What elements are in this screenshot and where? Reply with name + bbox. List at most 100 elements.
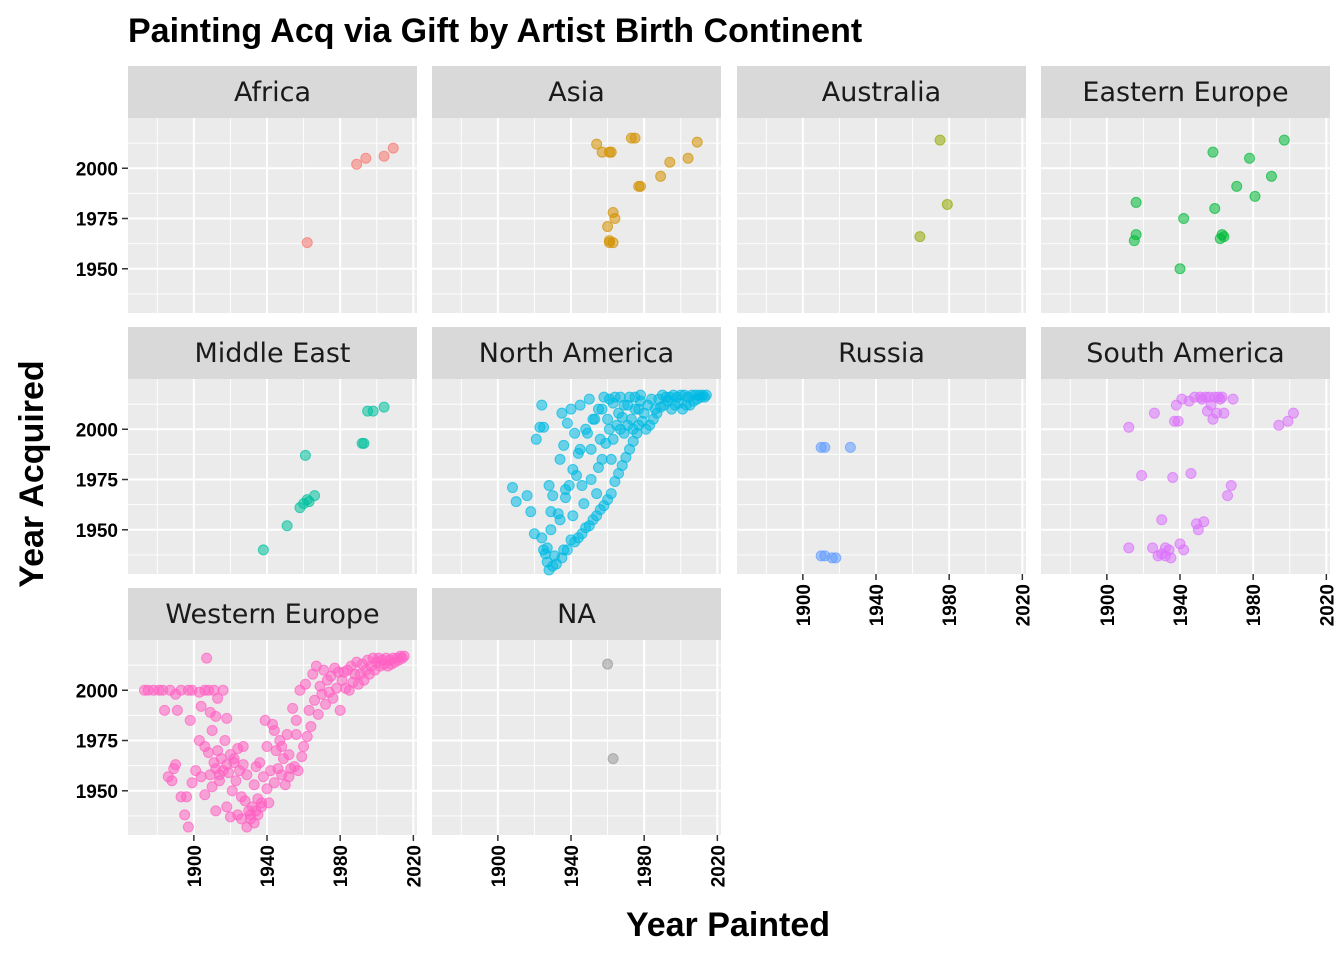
data-point (237, 759, 249, 771)
data-point (607, 433, 619, 445)
data-point (682, 152, 694, 164)
data-point (283, 749, 295, 761)
data-point (596, 453, 608, 465)
data-point (655, 170, 667, 182)
chart-title: Painting Acq via Gift by Artist Birth Co… (128, 12, 862, 50)
data-point (1278, 134, 1290, 146)
data-point (603, 146, 615, 158)
data-point (521, 490, 533, 502)
x-tick-label: 1980 (1244, 584, 1265, 626)
facet-label: Australia (822, 77, 941, 108)
data-point (206, 781, 218, 793)
facet-eastern-europe: Eastern Europe (1041, 66, 1330, 313)
data-point (228, 753, 240, 765)
y-tick-label: 1975 (76, 471, 119, 492)
data-point (602, 221, 614, 233)
data-point (1216, 391, 1228, 403)
data-point (378, 401, 390, 413)
data-point (202, 747, 214, 759)
facet-label: Eastern Europe (1082, 77, 1288, 108)
data-point (934, 134, 946, 146)
facet-strip (432, 588, 721, 640)
facet-label: South America (1086, 338, 1284, 369)
facet-label: Middle East (194, 338, 350, 369)
data-point (226, 785, 238, 797)
data-point (223, 767, 235, 779)
data-point (580, 423, 592, 435)
data-point (287, 702, 299, 714)
data-point (558, 439, 570, 451)
data-point (538, 421, 550, 433)
x-tick-label: 1940 (867, 584, 888, 626)
data-point (627, 423, 639, 435)
data-point (591, 138, 603, 150)
data-point (301, 237, 313, 249)
data-point (1123, 421, 1135, 433)
facet-strip (128, 588, 417, 640)
facet-na: NA 1900 1940 1980 2020 (432, 588, 729, 887)
data-point (210, 805, 222, 817)
data-point (1287, 407, 1299, 419)
x-tick-label: 1900 (794, 584, 815, 626)
data-point (602, 658, 614, 670)
x-tick-label: 1900 (489, 845, 510, 887)
facet-panels: Africa 1950 1975 2000 Asia Australia Eastern E… (76, 66, 1338, 887)
data-point (541, 556, 553, 568)
facet-strip (432, 66, 721, 118)
x-tick-label: 1940 (562, 845, 583, 887)
data-point (605, 453, 617, 465)
data-point (1273, 419, 1285, 431)
x-tick-label: 2020 (404, 845, 425, 887)
data-point (1198, 516, 1210, 528)
facet-strip (737, 66, 1026, 118)
data-point (1172, 415, 1184, 427)
y-tick-label: 2000 (76, 159, 118, 180)
y-axis-title: Year Acquired (13, 360, 51, 587)
facet-south-america: South America 1900 1940 1980 2020 (1041, 327, 1338, 626)
data-point (219, 735, 231, 747)
data-point (1231, 180, 1243, 192)
data-point (358, 437, 370, 449)
facet-label: Russia (838, 338, 925, 369)
data-point (1128, 235, 1140, 247)
data-point (252, 809, 264, 821)
data-point (170, 759, 182, 771)
data-point (213, 769, 225, 781)
data-point (561, 417, 573, 429)
data-point (230, 775, 242, 787)
facet-north-america: North America (432, 327, 721, 576)
data-point (248, 779, 260, 791)
data-point (171, 704, 183, 716)
data-point (565, 403, 577, 415)
data-point (309, 694, 321, 706)
data-point (569, 427, 581, 439)
data-point (567, 463, 579, 475)
data-point (941, 198, 953, 210)
data-point (567, 510, 579, 522)
x-tick-label: 1900 (1098, 584, 1119, 626)
data-point (691, 136, 703, 148)
data-point (261, 741, 273, 753)
data-point (609, 391, 621, 403)
data-point (603, 237, 615, 249)
data-point (182, 821, 194, 833)
data-point (212, 692, 224, 704)
data-point (545, 524, 557, 536)
data-point (633, 403, 645, 415)
x-tick-label: 2020 (1013, 584, 1034, 626)
data-point (602, 413, 614, 425)
data-point (301, 730, 313, 742)
facet-label: NA (557, 599, 596, 630)
data-point (1222, 490, 1234, 502)
facet-asia: Asia (432, 66, 721, 313)
data-point (232, 809, 244, 821)
data-point (1136, 469, 1148, 481)
data-point (525, 506, 537, 518)
data-point (1282, 415, 1294, 427)
data-point (578, 498, 590, 510)
data-point (585, 443, 597, 455)
data-point (629, 132, 641, 144)
panel-background (1041, 379, 1330, 574)
data-point (290, 714, 302, 726)
data-point (1207, 146, 1219, 158)
